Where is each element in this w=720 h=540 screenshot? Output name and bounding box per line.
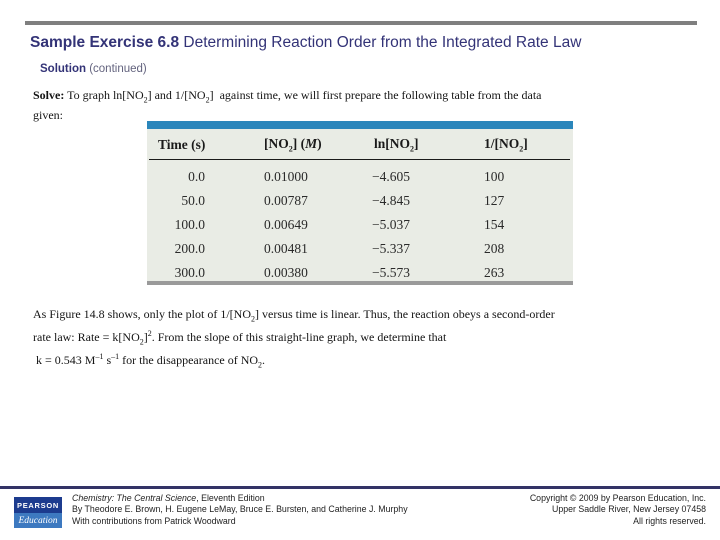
slide-title: Sample Exercise 6.8 Determining Reaction…: [30, 33, 581, 53]
table-cell-ln: −4.605: [372, 169, 410, 184]
table-cell-time: 200.0: [174, 241, 205, 256]
solve-label: Solve:: [33, 88, 65, 102]
solution-label: Solution: [40, 63, 86, 75]
footer-divider-rule: [0, 486, 720, 489]
table-cell-reciprocal: 127: [484, 193, 505, 208]
pearson-logo: PEARSON Education: [14, 497, 62, 528]
table-cell-time: 100.0: [174, 217, 205, 232]
copyright-block: Copyright © 2009 by Pearson Education, I…: [530, 493, 706, 527]
solve-text: To graph ln[NO2] and 1/[NO2] against tim…: [33, 88, 542, 122]
column-header-time: Time (s): [158, 136, 206, 152]
table-cell-time: 300.0: [174, 265, 205, 280]
table-row: 300.0 0.00380 −5.573 263: [147, 261, 573, 285]
book-title-italic: Chemistry: The Central Science: [72, 493, 197, 503]
slide-title-text: Determining Reaction Order from the Inte…: [179, 34, 582, 51]
conclusion-paragraph: As Figure 14.8 shows, only the plot of 1…: [33, 307, 555, 370]
table-row: 200.0 0.00481 −5.337 208: [147, 237, 573, 261]
table-cell-concentration: 0.00481: [264, 241, 308, 256]
solve-paragraph: Solve: To graph ln[NO2] and 1/[NO2] agai…: [33, 88, 663, 123]
table-header-row: Time (s) [NO2] (M) ln[NO2] 1/[NO2]: [147, 129, 573, 158]
solution-heading: Solution (continued): [40, 63, 147, 75]
pearson-logo-education-text: Education: [14, 513, 62, 528]
book-credits: Chemistry: The Central Science, Eleventh…: [72, 493, 408, 527]
table-header-rule: [149, 159, 570, 160]
pearson-logo-wordmark: PEARSON: [14, 497, 62, 513]
table-row: 100.0 0.00649 −5.037 154: [147, 213, 573, 237]
table-row: 0.0 0.01000 −4.605 100: [147, 165, 573, 189]
top-divider-rule: [25, 21, 697, 25]
authors-line: By Theodore E. Brown, H. Eugene LeMay, B…: [72, 504, 408, 515]
table-cell-time: 50.0: [181, 193, 205, 208]
solution-continued-label: (continued): [86, 63, 147, 75]
table-bottom-bar: [147, 281, 573, 285]
column-header-concentration: [NO2] (M): [264, 135, 322, 154]
table-cell-concentration: 0.00380: [264, 265, 308, 280]
table-cell-time: 0.0: [188, 169, 205, 184]
book-edition: , Eleventh Edition: [196, 493, 265, 503]
table-body: 0.0 0.01000 −4.605 100 50.0 0.00787 −4.8…: [147, 160, 573, 285]
table-cell-ln: −5.037: [372, 217, 410, 232]
table-cell-ln: −4.845: [372, 193, 410, 208]
column-header-ln: ln[NO2]: [374, 135, 419, 154]
table-top-bar: [147, 121, 573, 129]
table-cell-concentration: 0.00787: [264, 193, 308, 208]
table-row: 50.0 0.00787 −4.845 127: [147, 189, 573, 213]
slide-title-exercise-number: Sample Exercise 6.8: [30, 34, 180, 51]
copyright-line-2: Upper Saddle River, New Jersey 07458: [551, 504, 706, 515]
contributions-line: With contributions from Patrick Woodward: [72, 515, 236, 526]
table-cell-reciprocal: 208: [484, 241, 505, 256]
table-cell-ln: −5.573: [372, 265, 410, 280]
table-cell-reciprocal: 100: [484, 169, 505, 184]
table-cell-concentration: 0.00649: [264, 217, 308, 232]
book-title-line: Chemistry: The Central Science, Eleventh…: [72, 493, 408, 504]
table-cell-concentration: 0.01000: [264, 169, 308, 184]
copyright-line-1: Copyright © 2009 by Pearson Education, I…: [529, 493, 706, 503]
table-cell-reciprocal: 263: [484, 265, 505, 280]
copyright-line-3: All rights reserved.: [633, 515, 706, 526]
table-cell-ln: −5.337: [372, 241, 410, 256]
table-cell-reciprocal: 154: [484, 217, 505, 232]
column-header-reciprocal: 1/[NO2]: [484, 135, 528, 154]
data-table-figure: Time (s) [NO2] (M) ln[NO2] 1/[NO2] 0.0 0…: [147, 121, 573, 285]
